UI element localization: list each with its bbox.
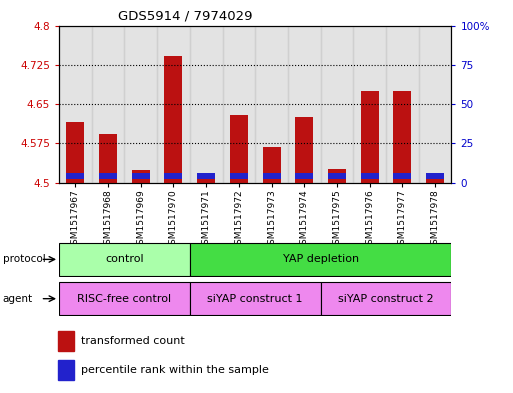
- Bar: [66, 173, 84, 179]
- Bar: [386, 26, 419, 183]
- Bar: [353, 26, 386, 183]
- Bar: [190, 243, 451, 275]
- Bar: [230, 173, 248, 179]
- Text: percentile rank within the sample: percentile rank within the sample: [81, 365, 268, 375]
- Bar: [59, 243, 190, 275]
- Bar: [132, 173, 150, 179]
- Bar: [295, 173, 313, 179]
- Bar: [230, 115, 248, 183]
- Bar: [426, 174, 444, 183]
- Bar: [393, 173, 411, 179]
- Bar: [99, 134, 117, 183]
- Bar: [393, 91, 411, 183]
- Bar: [223, 26, 255, 183]
- Bar: [59, 283, 190, 315]
- Bar: [99, 173, 117, 179]
- Bar: [92, 26, 124, 183]
- Bar: [66, 123, 84, 183]
- Text: RISC-free control: RISC-free control: [77, 294, 171, 304]
- Bar: [58, 360, 74, 380]
- Bar: [361, 173, 379, 179]
- Bar: [328, 169, 346, 183]
- Bar: [124, 26, 157, 183]
- Text: siYAP construct 2: siYAP construct 2: [338, 294, 434, 304]
- Bar: [295, 117, 313, 183]
- Bar: [190, 283, 321, 315]
- Text: YAP depletion: YAP depletion: [283, 254, 359, 264]
- Text: control: control: [105, 254, 144, 264]
- Text: protocol: protocol: [3, 254, 45, 264]
- Bar: [426, 173, 444, 179]
- Bar: [197, 174, 215, 183]
- Bar: [165, 56, 183, 183]
- Bar: [165, 173, 183, 179]
- Bar: [321, 283, 451, 315]
- Bar: [361, 91, 379, 183]
- Text: GDS5914 / 7974029: GDS5914 / 7974029: [118, 10, 252, 23]
- Bar: [419, 26, 451, 183]
- Bar: [132, 170, 150, 183]
- Bar: [263, 173, 281, 179]
- Bar: [328, 173, 346, 179]
- Bar: [321, 26, 353, 183]
- Text: siYAP construct 1: siYAP construct 1: [207, 294, 303, 304]
- Text: transformed count: transformed count: [81, 336, 184, 346]
- Bar: [288, 26, 321, 183]
- Bar: [59, 26, 92, 183]
- Text: agent: agent: [3, 294, 33, 304]
- Bar: [255, 26, 288, 183]
- Bar: [157, 26, 190, 183]
- Bar: [197, 173, 215, 179]
- Bar: [190, 26, 223, 183]
- Bar: [263, 147, 281, 183]
- Bar: [58, 331, 74, 351]
